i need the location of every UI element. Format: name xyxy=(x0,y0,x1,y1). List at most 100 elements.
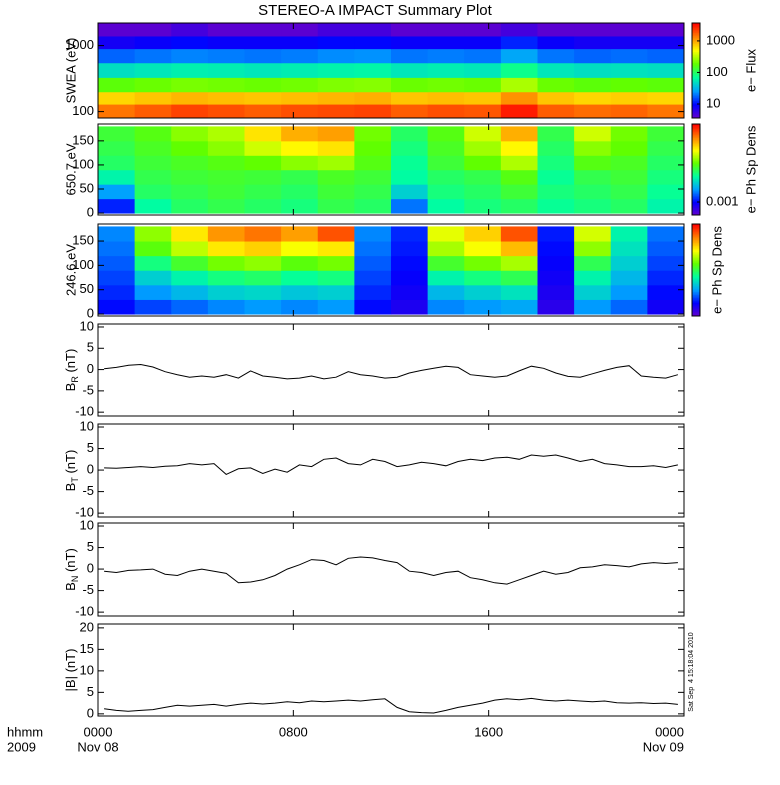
heatmap-cell xyxy=(427,48,465,64)
y-tick-label: 50 xyxy=(80,281,94,296)
colorbar-step xyxy=(692,29,700,32)
heatmap-cell xyxy=(574,198,612,214)
colorbar-step xyxy=(692,38,700,41)
heatmap-cell xyxy=(317,35,355,50)
colorbar-step xyxy=(692,300,700,303)
colorbar-step xyxy=(692,270,700,273)
colorbar-step xyxy=(692,286,700,289)
heatmap-cell xyxy=(464,169,502,185)
colorbar-step xyxy=(692,61,700,64)
y-axis-label-sub: T xyxy=(70,477,80,483)
heatmap-cell xyxy=(171,62,209,78)
heatmap-cell xyxy=(574,126,612,142)
colorbar-step xyxy=(692,228,700,231)
colorbar-step xyxy=(692,158,700,161)
colorbar-step xyxy=(692,293,700,296)
heatmap-cell xyxy=(610,155,648,171)
colorbar-frame xyxy=(691,223,701,317)
colorbar-step xyxy=(692,131,700,134)
heatmap-cell xyxy=(574,226,612,242)
colorbar-step xyxy=(692,110,700,113)
colorbar-step xyxy=(692,305,700,308)
heatmap-cell xyxy=(391,140,429,156)
colorbar-step xyxy=(692,151,700,154)
colorbar-step xyxy=(692,277,700,280)
colorbar-step xyxy=(692,67,700,70)
colorbar-step xyxy=(692,37,700,40)
heatmap-cell xyxy=(244,35,282,50)
heatmap-cell xyxy=(244,255,282,271)
heatmap-cell xyxy=(281,35,319,50)
heatmap-cell xyxy=(171,35,209,50)
y-tick-label: 150 xyxy=(72,132,94,147)
colorbar-step xyxy=(692,193,700,196)
colorbar-step xyxy=(692,103,700,106)
heatmap-cell xyxy=(98,299,136,315)
heatmap-cell xyxy=(98,284,136,300)
colorbar-step xyxy=(692,56,700,59)
heatmap-cell xyxy=(98,77,136,93)
heatmap-cell xyxy=(171,23,209,37)
heatmap-cell xyxy=(207,299,245,315)
heatmap-cell xyxy=(500,198,538,214)
colorbar-step xyxy=(692,40,700,43)
heatmap-cell xyxy=(391,155,429,171)
heatmap-cell xyxy=(464,198,502,214)
heatmap-cell xyxy=(427,226,465,242)
x-date-label: Nov 09 xyxy=(643,739,684,754)
colorbar-step xyxy=(692,116,700,119)
y-tick-label: 150 xyxy=(72,232,94,247)
colorbar-step xyxy=(692,236,700,239)
colorbar-step xyxy=(692,279,700,282)
heatmap-cell xyxy=(391,91,429,105)
colorbar-step xyxy=(692,234,700,237)
heatmap-cell xyxy=(244,198,282,214)
heatmap-cell xyxy=(464,104,502,119)
heatmap-cell xyxy=(354,126,392,142)
heatmap-cell xyxy=(647,155,685,171)
heatmap-cell xyxy=(207,62,245,78)
heatmap-cell xyxy=(464,91,502,105)
heatmap-cell xyxy=(354,226,392,242)
heatmap-cell xyxy=(281,48,319,64)
heatmap-cell xyxy=(610,184,648,200)
heatmap-cell xyxy=(354,184,392,200)
heatmap-cell xyxy=(207,169,245,185)
heatmap-cell xyxy=(537,155,575,171)
colorbar-label: e− Flux xyxy=(743,49,758,92)
y-tick-label: -5 xyxy=(82,382,94,397)
colorbar-step xyxy=(692,303,700,306)
colorbar-step xyxy=(692,26,700,29)
colorbar-step xyxy=(692,265,700,268)
colorbar-step xyxy=(692,143,700,146)
y-axis-label-main: |B| xyxy=(63,676,78,691)
colorbar-step xyxy=(692,24,700,27)
heatmap-cell xyxy=(537,241,575,257)
colorbar-step xyxy=(692,70,700,73)
colorbar-label: e− Ph Sp Dens xyxy=(709,226,724,314)
colorbar-step xyxy=(692,128,700,131)
heatmap-cell xyxy=(464,241,502,257)
heatmap-cell xyxy=(171,155,209,171)
heatmap-cell xyxy=(317,255,355,271)
colorbar-step xyxy=(692,65,700,68)
heatmap-cell xyxy=(354,155,392,171)
colorbar-step xyxy=(692,91,700,94)
colorbar-step xyxy=(692,204,700,207)
heatmap-cell xyxy=(171,104,209,119)
heatmap-cell xyxy=(574,270,612,286)
heatmap-cell xyxy=(537,62,575,78)
heatmap-cell xyxy=(134,155,172,171)
heatmap-cell xyxy=(500,226,538,242)
heatmap-cell xyxy=(317,62,355,78)
data-line xyxy=(104,454,679,475)
colorbar-step xyxy=(692,266,700,269)
heatmap-cell xyxy=(574,35,612,50)
heatmap-cell xyxy=(391,241,429,257)
heatmap-cell xyxy=(98,23,136,37)
colorbar-step xyxy=(692,184,700,187)
heatmap-cell xyxy=(244,140,282,156)
y-axis-label-main: B xyxy=(63,383,78,392)
panel-frame xyxy=(97,22,685,119)
